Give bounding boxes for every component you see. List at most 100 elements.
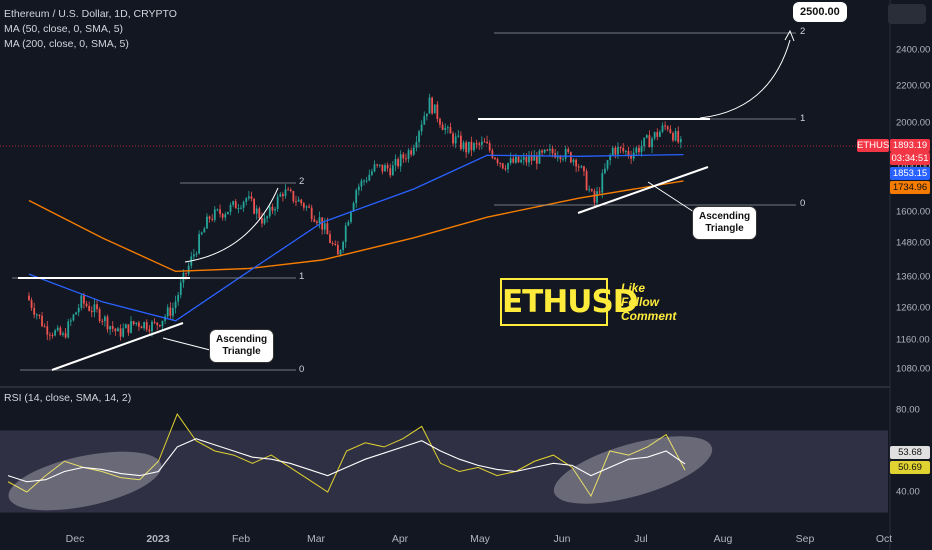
- candle-body: [43, 326, 46, 328]
- candle-body: [564, 149, 567, 159]
- candle-body: [101, 321, 104, 323]
- candle-body: [590, 189, 593, 191]
- candle-body: [483, 141, 486, 143]
- candle-body: [140, 326, 143, 329]
- candle-body: [407, 150, 410, 159]
- candle-body: [627, 150, 630, 156]
- candle-body: [334, 243, 337, 246]
- time-tick-label: Aug: [713, 533, 733, 545]
- candle-body: [127, 324, 130, 333]
- candle-body: [103, 316, 106, 322]
- candle-body: [501, 163, 504, 169]
- candle-body: [389, 168, 392, 176]
- candle-body: [187, 265, 190, 274]
- candle-body: [538, 150, 541, 164]
- candle-body: [428, 97, 431, 114]
- price-tick-label: 1600.00: [896, 206, 931, 218]
- candle-body: [525, 157, 528, 163]
- candle-body: [619, 147, 622, 149]
- candle-body: [62, 333, 64, 335]
- countdown-badge: 03:34:51: [890, 152, 930, 165]
- candle-body: [132, 321, 135, 325]
- candle-body: [580, 166, 583, 168]
- ma200-line: [28, 180, 684, 273]
- candle-body: [551, 148, 554, 154]
- ma50-line: [28, 153, 684, 322]
- candle-body: [630, 155, 632, 159]
- candle-body: [431, 97, 434, 114]
- candle-body: [611, 147, 614, 156]
- symbol-badge: ETHUSD: [857, 139, 897, 152]
- candle-body: [297, 199, 300, 202]
- time-tick-label: Dec: [65, 533, 85, 545]
- candle-body: [504, 168, 507, 170]
- cta-comment: Comment: [621, 309, 677, 323]
- candle-body: [98, 309, 101, 322]
- cta-like: Like: [621, 281, 646, 295]
- candle-body: [452, 133, 454, 144]
- candle-body: [596, 191, 598, 203]
- candle-body: [415, 141, 418, 148]
- candle-body: [577, 166, 580, 168]
- candle-body: [313, 219, 316, 222]
- candle-body: [467, 141, 470, 153]
- candle-body: [486, 141, 488, 144]
- candle-body: [75, 312, 77, 315]
- candle-body: [72, 314, 75, 321]
- candle-body: [556, 156, 559, 158]
- candle-body: [302, 203, 305, 208]
- callout-line1: Ascending: [699, 211, 751, 222]
- candle-body: [169, 307, 172, 316]
- settings-icon[interactable]: [888, 4, 902, 24]
- price-tick-label: 2400.00: [896, 44, 931, 56]
- candle-body: [261, 218, 263, 224]
- candle-body: [365, 180, 368, 182]
- candle-body: [384, 165, 386, 172]
- candle-body: [391, 165, 394, 176]
- candle-body: [138, 322, 140, 327]
- candle-body: [85, 303, 88, 307]
- candle-body: [122, 328, 125, 337]
- candle-body: [111, 326, 114, 329]
- candle-body: [360, 180, 363, 187]
- rsi-legend[interactable]: RSI (14, close, SMA, 14, 2): [4, 392, 132, 404]
- candle-body: [109, 326, 112, 330]
- candle-body: [520, 159, 523, 163]
- candle-body: [543, 149, 546, 153]
- candle-body: [229, 204, 232, 212]
- candle-body: [161, 320, 164, 327]
- candle-body: [588, 189, 591, 191]
- candle-body: [509, 158, 512, 164]
- candle-body: [192, 254, 195, 257]
- ma200-legend[interactable]: MA (200, close, 0, SMA, 5): [4, 38, 129, 50]
- candle-body: [227, 211, 229, 215]
- candle-body: [67, 321, 70, 338]
- toolbar-button[interactable]: [894, 4, 926, 24]
- candle-body: [153, 321, 156, 323]
- candle-body: [276, 196, 279, 210]
- rsi-ma-line: [7, 438, 686, 483]
- candle-body: [255, 208, 258, 214]
- candle-body: [679, 139, 682, 143]
- candle-body: [583, 166, 585, 172]
- candle-body: [491, 150, 494, 158]
- candle-body: [88, 306, 91, 311]
- symbol-legend[interactable]: Ethereum / U.S. Dollar, 1D, CRYPTO: [4, 8, 177, 20]
- candle-body: [158, 324, 161, 327]
- candle-body: [93, 304, 96, 313]
- candle-body: [648, 135, 651, 148]
- price-tick-label: 1800.00: [896, 160, 931, 172]
- cta-follow: Follow: [621, 295, 659, 309]
- candle-body: [279, 194, 282, 197]
- candle-body: [213, 209, 216, 220]
- candle-body: [64, 333, 67, 338]
- candle-body: [441, 124, 444, 131]
- price-tick-label: 1080.00: [896, 363, 931, 375]
- candle-body: [569, 152, 572, 163]
- candle-body: [446, 127, 449, 129]
- ma50-legend[interactable]: MA (50, close, 0, SMA, 5): [4, 23, 124, 35]
- price-badge: 1893.19: [890, 139, 930, 152]
- price-tick-label: 1160.00: [896, 334, 930, 346]
